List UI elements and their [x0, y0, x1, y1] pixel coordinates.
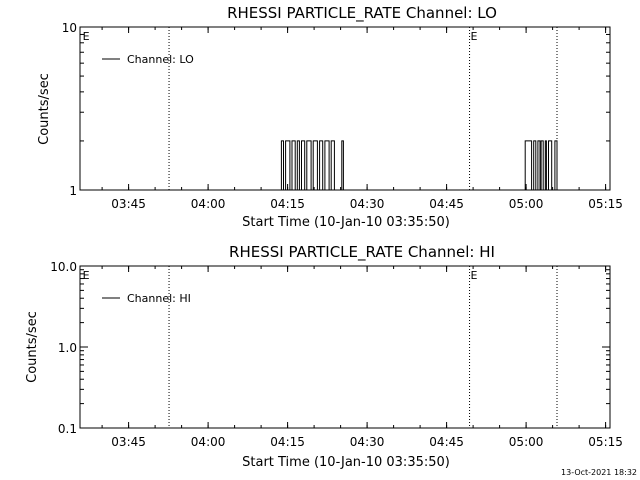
event-marker-label: E	[471, 30, 478, 43]
legend-label: Channel: LO	[127, 53, 194, 66]
x-tick-label: 04:45	[429, 435, 464, 449]
event-marker-label: E	[83, 269, 90, 282]
axis-ticks: 03:45 04:00 04:15 04:30 04:45 05:00 05:15 0.1 1.…	[50, 260, 623, 449]
event-marker-label: E	[471, 269, 478, 282]
x-tick-label: 04:45	[429, 197, 464, 211]
legend: Channel: HI	[102, 292, 191, 305]
x-tick-label: 03:45	[111, 435, 146, 449]
y-tick-label: 10.0	[50, 260, 77, 274]
series-line-0	[80, 140, 558, 191]
footer-timestamp: 13-Oct-2021 18:32	[561, 468, 637, 477]
y-tick-label: 1	[69, 184, 77, 198]
plot-frame	[79, 265, 611, 429]
legend-label: Channel: HI	[127, 292, 191, 305]
x-tick-label: 04:15	[270, 435, 305, 449]
axis-ticks: 03:45 04:00 04:15 04:30 04:45 05:00 05:15 1 10	[62, 21, 623, 211]
x-tick-label: 05:00	[509, 435, 544, 449]
x-tick-label: 03:45	[111, 197, 146, 211]
x-axis-label: Start Time (10-Jan-10 03:35:50)	[242, 215, 450, 230]
legend: Channel: LO	[102, 53, 194, 66]
y-tick-label: 0.1	[58, 422, 77, 436]
chart-panel-hi: RHESSI PARTICLE_RATE Channel: HI 03:45 04…	[25, 243, 623, 470]
plot-frame	[79, 26, 611, 191]
chart-title: RHESSI PARTICLE_RATE Channel: LO	[227, 4, 497, 23]
chart-title: RHESSI PARTICLE_RATE Channel: HI	[229, 243, 495, 262]
x-tick-label: 05:00	[509, 197, 544, 211]
x-tick-label: 04:30	[350, 435, 385, 449]
chart-panel-lo: RHESSI PARTICLE_RATE Channel: LO 03:45 04…	[37, 4, 623, 230]
y-tick-label: 10	[62, 21, 77, 35]
y-axis-label: Counts/sec	[25, 311, 40, 383]
x-tick-label: 04:00	[191, 197, 226, 211]
y-axis-label: Counts/sec	[37, 73, 52, 145]
y-tick-label: 1.0	[58, 341, 77, 355]
x-tick-label: 04:00	[191, 435, 226, 449]
x-axis-label: Start Time (10-Jan-10 03:35:50)	[242, 455, 450, 470]
x-tick-label: 04:30	[350, 197, 385, 211]
x-tick-label: 05:15	[588, 197, 623, 211]
event-marker-label: E	[83, 30, 90, 43]
x-tick-label: 04:15	[270, 197, 305, 211]
x-tick-label: 05:15	[588, 435, 623, 449]
series-group	[80, 140, 558, 191]
